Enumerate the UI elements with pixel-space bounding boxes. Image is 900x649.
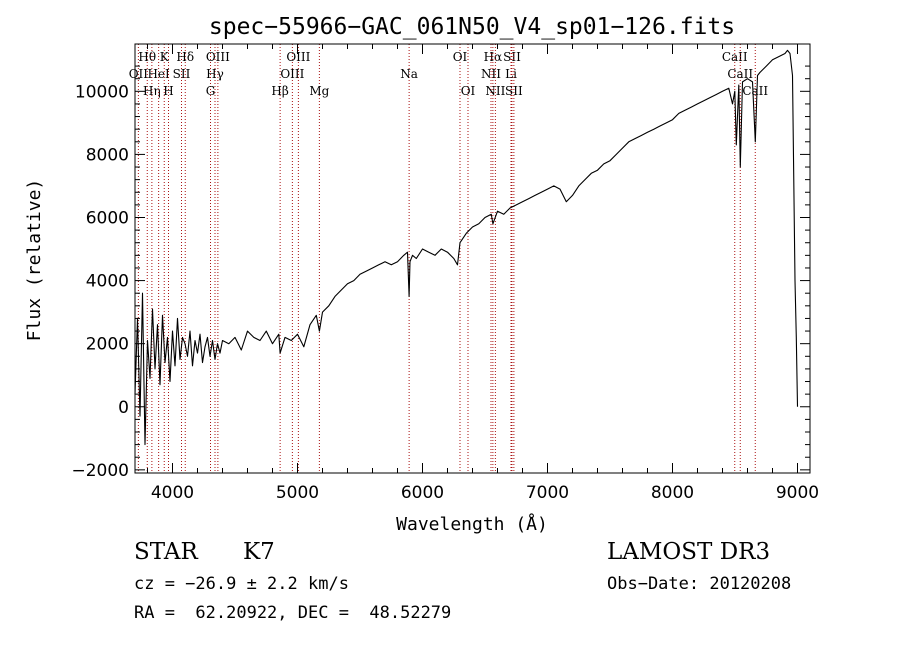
spectral-line-label-6: SII: [173, 67, 191, 81]
x-tick-label-7000: 7000: [526, 483, 569, 503]
spectral-line-label-5: H: [163, 84, 173, 98]
object-class: STAR: [134, 539, 198, 565]
spectral-line-label-1: OII: [129, 67, 149, 81]
spectral-line-label-3: HeI: [147, 67, 170, 81]
redshift-value: cz = −26.9 ± 2.2 km/s: [134, 574, 349, 594]
y-axis-label: Flux (relative): [24, 179, 45, 342]
y-tick-label-4000: 4000: [86, 272, 129, 292]
observation-date: Obs−Date: 20120208: [607, 574, 792, 594]
plot-frame: [134, 43, 811, 474]
spectral-line-label-7: Hδ: [176, 50, 194, 64]
spectral-line-label-20: NII: [485, 84, 505, 98]
spectral-line-label-18: Hα: [484, 50, 503, 64]
x-tick-label-8000: 8000: [651, 483, 694, 503]
x-axis-label: Wavelength (Å): [396, 513, 548, 535]
coordinates: RA = 62.20922, DEC = 48.52279: [134, 603, 452, 623]
x-tick-label-4000: 4000: [151, 483, 194, 503]
spectral-line-label-11: Hβ: [271, 84, 288, 98]
spectral-line-label-15: Na: [400, 67, 418, 81]
spectral-line-label-10: G: [206, 84, 216, 98]
spectral-line-label-19: NII: [481, 67, 501, 81]
spectral-line-label-12: OIII: [280, 67, 304, 81]
spectral-line-label-14: Mg: [309, 84, 329, 98]
spectral-line-label-0: Hθ: [138, 50, 156, 64]
spectral-line-label-13: OIII: [286, 50, 310, 64]
x-tick-label-5000: 5000: [276, 483, 319, 503]
x-tick-label-9000: 9000: [776, 483, 819, 503]
y-tick-label-2000: 2000: [86, 335, 129, 355]
y-tick-label-10000: 10000: [75, 82, 129, 102]
spectral-line-label-24: CaII: [722, 50, 748, 64]
y-tick-label-6000: 6000: [86, 208, 129, 228]
axis-layer: 4000 5000 6000 7000 8000 9000 −2000 0 2000 4000 60…: [71, 44, 819, 503]
spectral-line-label-21: SII: [503, 50, 521, 64]
series-layer: [134, 49, 799, 446]
spectral-line-label-2: Hη: [143, 84, 161, 98]
spectral-line-label-9: Hγ: [206, 67, 224, 81]
spectral-line-label-17: OI: [461, 84, 476, 98]
spectral-line-label-4: K: [160, 50, 170, 64]
x-tick-label-6000: 6000: [401, 483, 444, 503]
series-line-flux: [134, 49, 799, 446]
spectral-line-label-16: OI: [453, 50, 468, 64]
spectral-line-label-22: Li: [505, 67, 517, 81]
survey-name: LAMOST DR3: [607, 539, 771, 565]
y-tick-label-8000: 8000: [86, 145, 129, 165]
y-tick-label--2000: −2000: [71, 461, 129, 481]
spectral-line-label-8: OIII: [206, 50, 230, 64]
spectral-line-label-26: CaII: [742, 84, 768, 98]
chart-title: spec−55966−GAC_061N50_V4_sp01−126.fits: [209, 14, 735, 40]
y-tick-label-0: 0: [118, 398, 129, 418]
spectral-line-label-23: SII: [505, 84, 523, 98]
object-subclass: K7: [243, 539, 275, 565]
spectral-line-label-25: CaII: [727, 67, 753, 81]
